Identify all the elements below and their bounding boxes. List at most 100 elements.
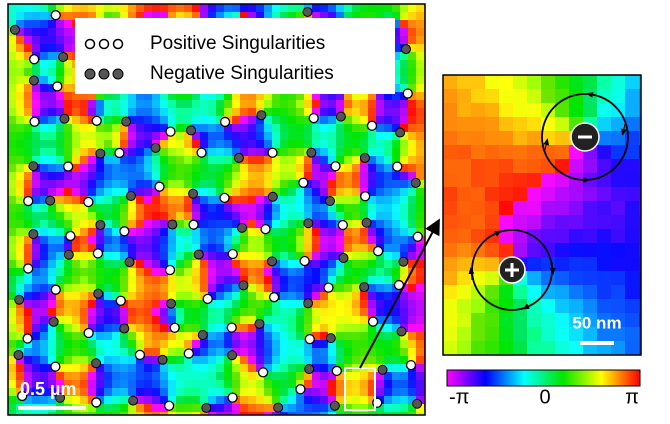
phase-pixel — [360, 324, 368, 332]
phase-pixel — [499, 159, 513, 173]
phase-pixel — [280, 404, 288, 412]
phase-pixel — [88, 4, 96, 12]
phase-pixel — [264, 404, 272, 412]
phase-pixel — [312, 204, 320, 212]
phase-pixel — [192, 100, 200, 108]
phase-pixel — [240, 372, 248, 380]
legend-label: Positive Singularities — [150, 33, 325, 54]
phase-pixel — [216, 236, 224, 244]
phase-pixel — [160, 388, 168, 396]
phase-pixel — [392, 276, 400, 284]
phase-pixel — [611, 145, 625, 159]
phase-pixel — [224, 348, 232, 356]
phase-pixel — [320, 188, 328, 196]
phase-pixel — [152, 324, 160, 332]
phase-pixel — [184, 100, 192, 108]
phase-pixel — [416, 412, 424, 415]
phase-pixel — [240, 4, 248, 12]
phase-pixel — [639, 271, 641, 285]
phase-pixel — [200, 412, 208, 415]
phase-pixel — [416, 172, 424, 180]
phase-pixel — [288, 12, 296, 20]
phase-pixel — [136, 204, 144, 212]
phase-pixel — [136, 236, 144, 244]
phase-pixel — [416, 292, 424, 300]
phase-pixel — [64, 132, 72, 140]
phase-pixel — [120, 100, 128, 108]
phase-pixel — [288, 140, 296, 148]
phase-pixel — [184, 308, 192, 316]
phase-pixel — [200, 156, 208, 164]
phase-pixel — [400, 220, 408, 228]
phase-pixel — [128, 212, 136, 220]
phase-pixel — [280, 356, 288, 364]
phase-pixel — [64, 300, 72, 308]
phase-pixel — [304, 164, 312, 172]
phase-pixel — [24, 28, 32, 36]
phase-pixel — [96, 412, 104, 415]
phase-pixel — [352, 332, 360, 340]
phase-pixel — [320, 324, 328, 332]
phase-pixel — [408, 132, 416, 140]
phase-pixel — [24, 188, 32, 196]
phase-pixel — [224, 244, 232, 252]
phase-pixel — [208, 204, 216, 212]
phase-pixel — [144, 276, 152, 284]
phase-pixel — [376, 220, 384, 228]
phase-pixel — [168, 380, 176, 388]
phase-pixel — [184, 404, 192, 412]
phase-pixel — [639, 187, 641, 201]
phase-pixel — [64, 268, 72, 276]
phase-pixel — [216, 244, 224, 252]
phase-pixel — [200, 284, 208, 292]
phase-pixel — [352, 220, 360, 228]
phase-pixel — [72, 212, 80, 220]
phase-pixel — [184, 372, 192, 380]
positive-singularity — [227, 248, 238, 260]
phase-pixel — [288, 156, 296, 164]
phase-pixel — [16, 84, 24, 92]
phase-pixel — [144, 108, 152, 116]
phase-pixel — [112, 324, 120, 332]
phase-pixel — [112, 132, 120, 140]
negative-singularity — [125, 191, 136, 202]
phase-pixel — [288, 236, 296, 244]
phase-pixel — [400, 36, 408, 44]
phase-pixel — [32, 364, 40, 372]
vortex-arrow — [549, 261, 556, 275]
phase-pixel — [72, 372, 80, 380]
phase-pixel — [192, 380, 200, 388]
phase-pixel — [304, 292, 312, 300]
phase-pixel — [176, 92, 184, 100]
phase-pixel — [248, 412, 256, 415]
phase-pixel — [384, 4, 392, 12]
phase-pixel — [485, 327, 499, 341]
phase-pixel — [8, 124, 16, 132]
phase-pixel — [144, 180, 152, 188]
phase-pixel — [248, 308, 256, 316]
phase-pixel — [176, 220, 184, 228]
phase-pixel — [80, 244, 88, 252]
phase-pixel — [136, 12, 144, 20]
phase-pixel — [248, 260, 256, 268]
phase-pixel — [16, 92, 24, 100]
phase-pixel — [40, 100, 48, 108]
phase-pixel — [499, 215, 513, 229]
phase-pixel — [513, 187, 527, 201]
phase-pixel — [320, 124, 328, 132]
phase-pixel — [80, 228, 88, 236]
phase-pixel — [485, 243, 499, 257]
phase-pixel — [80, 348, 88, 356]
phase-pixel — [224, 284, 232, 292]
phase-pixel — [416, 76, 424, 84]
phase-pixel — [120, 236, 128, 244]
phase-pixel — [120, 220, 128, 228]
phase-pixel — [392, 28, 400, 36]
phase-pixel — [457, 327, 471, 341]
phase-pixel — [160, 140, 168, 148]
phase-pixel — [264, 276, 272, 284]
phase-pixel — [360, 180, 368, 188]
phase-pixel — [485, 131, 499, 145]
phase-pixel — [104, 116, 112, 124]
negative-singularity — [197, 330, 208, 341]
